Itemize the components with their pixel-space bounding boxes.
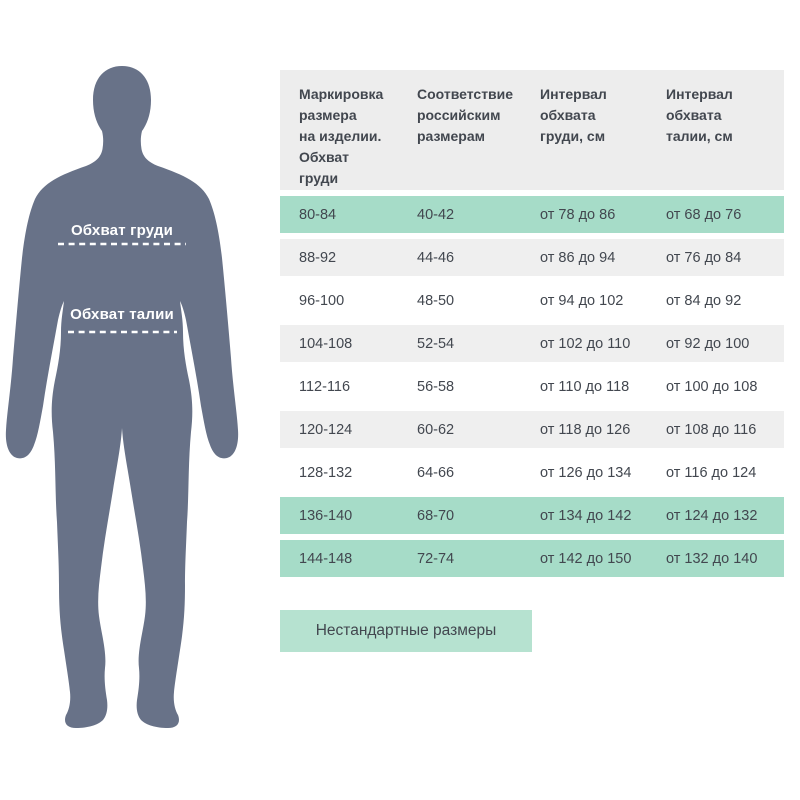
cell-ru-size: 48-50 — [417, 292, 455, 309]
header-size-marking: Маркировка размера на изделии. Обхват гр… — [299, 86, 384, 186]
male-silhouette — [5, 66, 239, 728]
table-row: 96-100 48-50 от 94 до 102 от 84 до 92 — [280, 282, 784, 319]
table-row: 128-132 64-66 от 126 до 134 от 116 до 12… — [280, 454, 784, 491]
cell-size-marking: 144-148 — [299, 550, 353, 567]
header-chest-interval: Интервал обхвата груди, см — [540, 86, 607, 144]
table-row: 144-148 72-74 от 142 до 150 от 132 до 14… — [280, 540, 784, 577]
cell-chest-interval: от 102 до 110 — [540, 335, 631, 352]
table-row: 80-84 40-42 от 78 до 86 от 68 до 76 — [280, 196, 784, 233]
cell-ru-size: 72-74 — [417, 550, 455, 567]
cell-size-marking: 120-124 — [299, 421, 353, 438]
cell-waist-interval: от 84 до 92 — [666, 292, 742, 309]
cell-chest-interval: от 78 до 86 — [540, 206, 616, 223]
cell-size-marking: 88-92 — [299, 249, 337, 266]
cell-waist-interval: от 92 до 100 — [666, 335, 750, 352]
cell-chest-interval: от 142 до 150 — [540, 550, 632, 567]
cell-size-marking: 104-108 — [299, 335, 353, 352]
table-header: Маркировка размера на изделии. Обхват гр… — [280, 70, 784, 190]
cell-ru-size: 60-62 — [417, 421, 455, 438]
size-table: Маркировка размера на изделии. Обхват гр… — [280, 70, 784, 583]
nonstandard-sizes-button[interactable]: Нестандартные размеры — [280, 610, 532, 652]
cell-waist-interval: от 76 до 84 — [666, 249, 742, 266]
male-silhouette-figure — [5, 66, 239, 728]
cell-size-marking: 112-116 — [299, 378, 351, 395]
cell-ru-size: 52-54 — [417, 335, 455, 352]
cell-ru-size: 56-58 — [417, 378, 455, 395]
cell-ru-size: 64-66 — [417, 464, 455, 481]
cell-chest-interval: от 118 до 126 — [540, 421, 631, 438]
cell-ru-size: 68-70 — [417, 507, 455, 524]
table-row: 112-116 56-58 от 110 до 118 от 100 до 10… — [280, 368, 784, 405]
table-row: 104-108 52-54 от 102 до 110 от 92 до 100 — [280, 325, 784, 362]
chest-label: Обхват груди — [70, 222, 174, 239]
cell-waist-interval: от 100 до 108 — [666, 378, 758, 395]
cell-ru-size: 44-46 — [417, 249, 455, 266]
cell-chest-interval: от 110 до 118 — [540, 378, 630, 395]
header-ru-size: Соответствие российским размерам — [417, 86, 514, 144]
cell-chest-interval: от 86 до 94 — [540, 249, 616, 266]
table-row: 120-124 60-62 от 118 до 126 от 108 до 11… — [280, 411, 784, 448]
cell-ru-size: 40-42 — [417, 206, 455, 223]
cell-waist-interval: от 116 до 124 — [666, 464, 757, 481]
cell-size-marking: 96-100 — [299, 292, 345, 309]
cell-chest-interval: от 94 до 102 — [540, 292, 624, 309]
cell-waist-interval: от 124 до 132 — [666, 507, 758, 524]
cell-size-marking: 80-84 — [299, 206, 337, 223]
table-row: 136-140 68-70 от 134 до 142 от 124 до 13… — [280, 497, 784, 534]
table-row: 88-92 44-46 от 86 до 94 от 76 до 84 — [280, 239, 784, 276]
cell-chest-interval: от 134 до 142 — [540, 507, 632, 524]
cell-waist-interval: от 132 до 140 — [666, 550, 758, 567]
cell-size-marking: 136-140 — [299, 507, 353, 524]
waist-label: Обхват талии — [70, 306, 174, 323]
header-waist-interval: Интервал обхвата талии, см — [666, 86, 733, 144]
cell-chest-interval: от 126 до 134 — [540, 464, 632, 481]
cell-size-marking: 128-132 — [299, 464, 353, 481]
cell-waist-interval: от 68 до 76 — [666, 206, 742, 223]
cell-waist-interval: от 108 до 116 — [666, 421, 757, 438]
